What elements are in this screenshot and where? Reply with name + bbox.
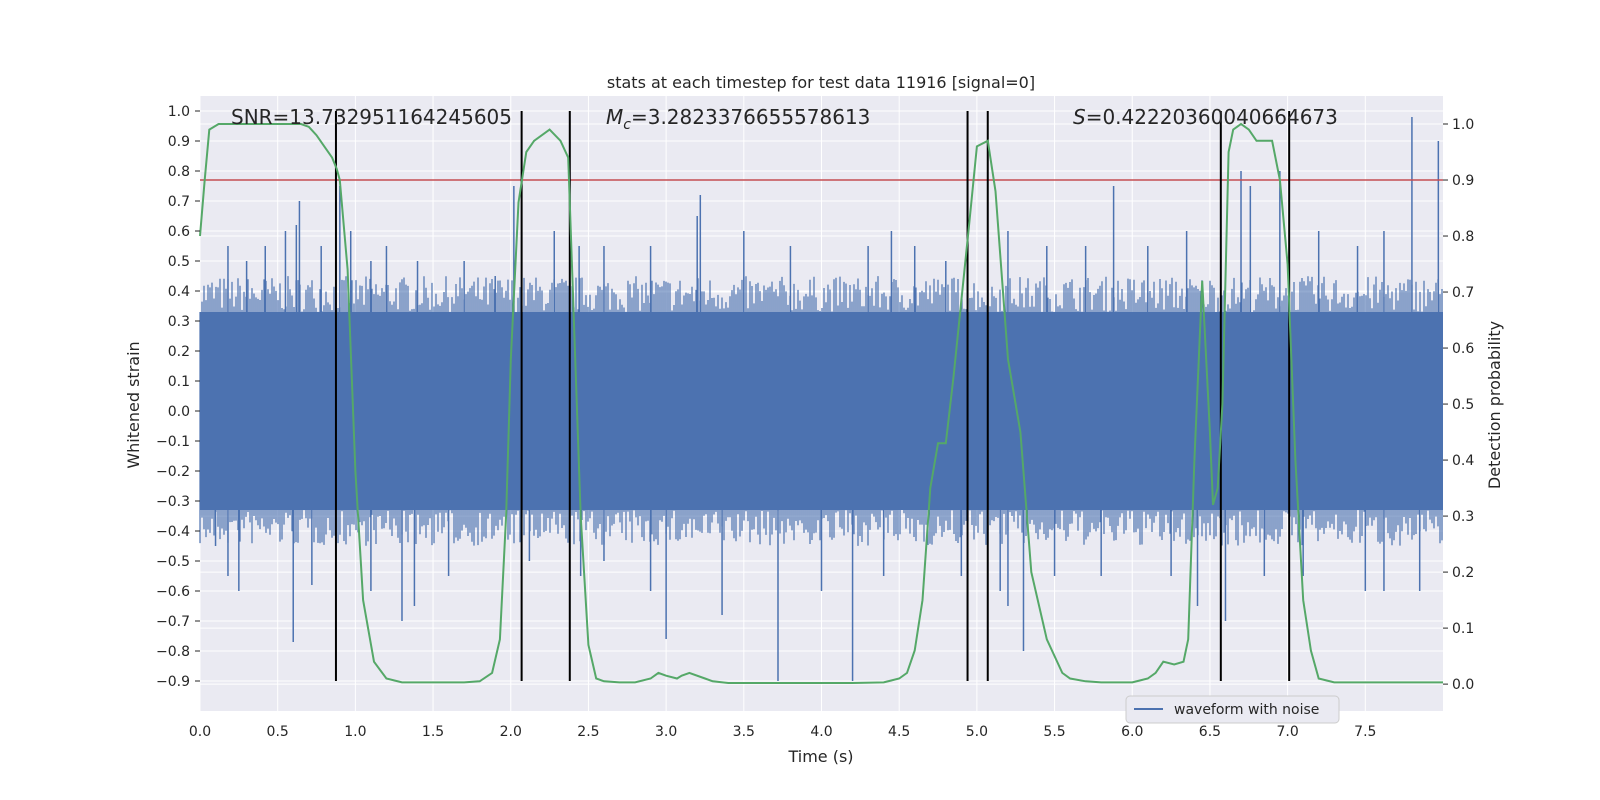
legend: waveform with noise [1125,695,1340,724]
y-tick-label: −0.4 [156,524,190,540]
chirp-mass-subscript: c [623,117,631,133]
x-tick-label: 1.0 [344,724,366,740]
strain-band-edge [199,276,1443,546]
y-tick-label: 0.2 [168,344,190,360]
y-tick-label: 0.1 [168,374,190,390]
y-tick-labels: 1.0 0.9 0.8 0.7 0.6 0.5 0.4 0.3 0.2 0.1 0.0 −0.1 −0.… [156,104,200,690]
y-tick-label: 0.8 [168,164,190,180]
y2-tick-label: 0.2 [1452,565,1474,581]
s-symbol: S [1073,105,1086,129]
y-tick-label: 0.0 [168,404,190,420]
x-tick-label: 0.0 [189,724,211,740]
y-tick-label: −0.2 [156,464,190,480]
y2-tick-label: 0.0 [1452,677,1474,693]
y-tick-label: −0.3 [156,494,190,510]
y-tick-label: −0.7 [156,614,190,630]
s-annotation: S=0.4222036004066467​3 [1073,105,1338,129]
x-tick-label: 2.5 [577,724,599,740]
x-tick-label: 1.5 [422,724,444,740]
y-tick-label: −0.1 [156,434,190,450]
chirp-mass-annotation: Mc=3.2823376655578613 [606,105,870,133]
x-tick-label: 4.5 [888,724,910,740]
y-tick-label: 0.4 [168,284,190,300]
y2-tick-label: 0.8 [1452,229,1474,245]
x-tick-label: 5.0 [966,724,988,740]
chirp-mass-symbol: M [606,105,623,129]
y-tick-label: −0.8 [156,644,190,660]
probability-line [199,122,1443,684]
x-tick-label: 6.5 [1199,724,1221,740]
y-tick-label: −0.6 [156,584,190,600]
y2-tick-label: 0.1 [1452,621,1474,637]
chart-title: stats at each timestep for test data 119… [607,73,1035,92]
chirp-mass-value: =3.2823376655578613 [631,105,870,129]
x-tick-label: 6.0 [1121,724,1143,740]
y-tick-label: −0.9 [156,674,190,690]
y2-tick-label: 0.4 [1452,453,1474,469]
y-tick-label: 0.6 [168,224,190,240]
x-tick-labels: 0.0 0.5 1.0 1.5 2.0 2.5 3.0 3.5 4.0 4.5 5.0 5.5 6.0 6… [189,724,1377,740]
x-tick-label: 7.0 [1276,724,1298,740]
y-tick-label: 0.5 [168,254,190,270]
y2-tick-label: 0.6 [1452,341,1474,357]
y2-axis-label: Detection probability [1485,321,1504,489]
x-tick-label: 3.0 [655,724,677,740]
x-tick-label: 7.5 [1354,724,1376,740]
x-tick-label: 5.5 [1043,724,1065,740]
y-axis-label: Whitened strain [124,341,143,468]
legend-label: waveform with noise [1174,702,1319,718]
y-tick-label: 1.0 [168,104,190,120]
x-tick-label: 4.0 [810,724,832,740]
s-value: =0.4222036004066467​3 [1086,105,1338,129]
y-tick-label: 0.7 [168,194,190,210]
y-tick-label: −0.5 [156,554,190,570]
x-tick-label: 0.5 [267,724,289,740]
x-tick-label: 2.0 [500,724,522,740]
y2-tick-labels: 1.0 0.9 0.8 0.7 0.6 0.5 0.4 0.3 0.2 0.1 0.0 [1443,117,1474,693]
y2-tick-label: 1.0 [1452,117,1474,133]
snr-annotation: SNR=13.732951164245605 [231,105,512,129]
x-tick-label: 3.5 [733,724,755,740]
y2-tick-label: 0.5 [1452,397,1474,413]
probability-line-group [199,122,1443,684]
y2-tick-label: 0.3 [1452,509,1474,525]
y2-tick-label: 0.7 [1452,285,1474,301]
y-tick-label: 0.9 [168,134,190,150]
legend-box [1125,695,1340,724]
y2-tick-label: 0.9 [1452,173,1474,189]
y-tick-label: 0.3 [168,314,190,330]
x-axis-label: Time (s) [787,747,853,766]
